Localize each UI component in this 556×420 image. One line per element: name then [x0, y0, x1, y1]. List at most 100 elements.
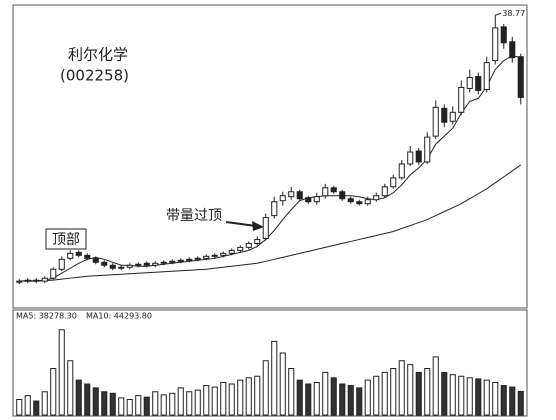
volume-bar	[237, 379, 244, 416]
candle-body	[373, 195, 380, 201]
volume-bar	[33, 400, 40, 416]
volume-ma-label: MA10: 44293.80	[86, 312, 152, 321]
volume-bar	[398, 360, 405, 416]
volume-bar	[126, 399, 133, 416]
candle-body	[356, 201, 363, 205]
candle-body	[390, 177, 397, 188]
candle-body	[305, 197, 312, 203]
volume-bar	[211, 386, 218, 416]
volume-bar	[296, 379, 303, 416]
volume-bar	[449, 374, 456, 416]
candle-body	[466, 77, 473, 89]
volume-bar	[373, 375, 380, 416]
candle-body	[143, 262, 150, 266]
volume-bar	[466, 377, 473, 416]
candle-body	[41, 277, 48, 282]
candle-body	[322, 187, 329, 197]
volume-bar	[339, 383, 346, 416]
volume-bar	[424, 368, 431, 416]
volume-bar	[109, 392, 116, 416]
volume-bar	[517, 390, 524, 416]
candle-body	[75, 251, 82, 256]
volume-bar	[330, 377, 337, 416]
volume-bar	[262, 360, 269, 416]
volume-bar	[322, 371, 329, 416]
candle-body	[449, 111, 456, 122]
candle-body	[126, 264, 133, 268]
candle-body	[228, 249, 235, 254]
candle-body	[177, 259, 184, 262]
volume-frame	[12, 309, 528, 417]
candle-body	[118, 266, 125, 269]
candle-body	[424, 136, 431, 163]
volume-bar	[143, 396, 150, 416]
volume-bar	[84, 383, 91, 416]
annotation: 带量过顶	[166, 208, 222, 224]
candle-body	[458, 86, 465, 113]
volume-ma-label: MA5: 38278.30	[16, 312, 77, 321]
volume-bar	[75, 379, 82, 416]
volume-bar	[101, 391, 108, 416]
volume-bar	[415, 371, 422, 416]
candle-body	[186, 258, 193, 261]
candle-body	[271, 201, 278, 217]
volume-bar	[177, 387, 184, 416]
price-frame	[12, 4, 528, 309]
volume-bar	[458, 375, 465, 416]
volume-bar	[41, 391, 48, 416]
candle-body	[381, 186, 388, 197]
volume-bar	[50, 368, 57, 416]
candle-body	[160, 261, 167, 264]
volume-bar	[390, 368, 397, 416]
candle-body	[313, 196, 320, 203]
candle-body	[279, 195, 286, 202]
candle-body	[203, 255, 210, 259]
volume-bar	[288, 368, 295, 416]
volume-bar	[254, 375, 261, 416]
annotation: 顶部	[52, 232, 80, 248]
volume-bar	[364, 379, 371, 416]
candle-body	[135, 263, 142, 266]
volume-bar	[483, 379, 490, 416]
candle-body	[517, 56, 524, 98]
volume-bar	[245, 377, 252, 416]
candle-body	[398, 163, 405, 179]
candle-body	[288, 191, 295, 198]
candle-body	[245, 242, 252, 248]
candle-body	[415, 150, 422, 163]
volume-bar	[305, 383, 312, 416]
volume-bar	[24, 395, 31, 416]
candle-body	[220, 252, 227, 256]
volume-bar	[16, 399, 23, 416]
candle-body	[339, 191, 346, 200]
candle-body	[67, 252, 74, 259]
candle-body	[58, 258, 65, 270]
volume-bar	[186, 391, 193, 416]
volume-bar	[407, 364, 414, 416]
volume-bar	[381, 371, 388, 416]
candle-body	[101, 261, 108, 266]
chart-title: 利尔化学	[68, 46, 128, 64]
candle-body	[254, 238, 261, 244]
volume-bar	[313, 381, 320, 416]
volume-bar	[152, 391, 159, 416]
candle-body	[347, 198, 354, 203]
candle-body	[500, 26, 507, 44]
candle-body	[330, 187, 337, 193]
volume-bar	[441, 371, 448, 416]
high-marker	[495, 12, 502, 16]
candle-body	[84, 254, 91, 259]
candle-body	[16, 280, 23, 283]
candle-body	[152, 262, 159, 266]
candle-body	[50, 268, 57, 279]
volume-bar	[279, 352, 286, 416]
arrow	[225, 221, 257, 227]
volume-bar	[203, 385, 210, 416]
volume-bar	[92, 387, 99, 416]
candle-body	[211, 254, 218, 257]
volume-bar	[220, 381, 227, 416]
candle-body	[262, 217, 269, 239]
volume-bar	[118, 397, 125, 416]
candle-body	[92, 257, 99, 263]
candle-body	[169, 260, 176, 263]
